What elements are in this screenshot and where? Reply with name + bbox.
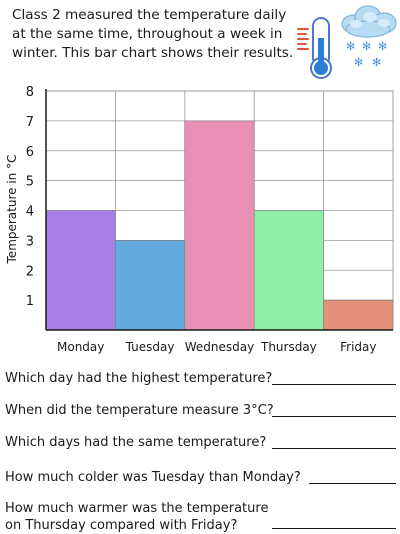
- svg-text:✻: ✻: [372, 56, 381, 69]
- svg-text:✻: ✻: [354, 56, 363, 69]
- thermometer-snow-cloud-icon: ✻ ✻ ✻ ✻ ✻: [296, 2, 398, 82]
- answer-line-1[interactable]: [272, 384, 396, 385]
- x-tick-label: Friday: [340, 340, 376, 354]
- x-tick-label: Thursday: [260, 340, 317, 354]
- y-tick-label: 2: [26, 264, 34, 279]
- svg-text:✻: ✻: [378, 40, 387, 53]
- x-tick-label: Tuesday: [125, 340, 175, 354]
- y-axis-label: Temperature in °C: [5, 155, 19, 265]
- svg-text:✻: ✻: [362, 40, 371, 53]
- intro-text: Class 2 measured the temperature daily a…: [12, 7, 294, 61]
- answer-line-3[interactable]: [272, 448, 396, 449]
- question-2: When did the temperature measure 3°C?: [5, 403, 274, 418]
- bar-friday: [323, 299, 394, 331]
- y-tick-label: 4: [26, 205, 34, 220]
- y-tick-label: 6: [26, 145, 34, 160]
- svg-text:✻: ✻: [346, 40, 355, 53]
- bar-tuesday: [115, 240, 186, 331]
- answer-line-5[interactable]: [272, 528, 396, 529]
- question-4: How much colder was Tuesday than Monday?: [5, 470, 301, 485]
- answer-line-4[interactable]: [309, 483, 396, 484]
- y-tick-label: 1: [26, 294, 34, 309]
- bar-chart: 1 2 3 4 5 6 7 8 Monday Tuesday Wednesday Thursday Fr…: [5, 85, 394, 354]
- bar-thursday: [253, 210, 324, 331]
- y-tick-label: 3: [26, 234, 34, 249]
- answer-line-2[interactable]: [272, 416, 396, 417]
- bar-monday: [45, 210, 116, 331]
- question-1: Which day had the highest temperature?: [5, 371, 273, 386]
- bar-wednesday: [184, 120, 255, 331]
- question-3: Which days had the same temperature?: [5, 435, 267, 450]
- y-tick-label: 7: [26, 115, 34, 130]
- x-tick-label: Wednesday: [185, 340, 254, 354]
- question-5: How much warmer was the temperature on T…: [5, 501, 269, 533]
- y-tick-label: 8: [26, 85, 34, 100]
- y-tick-label: 5: [26, 175, 34, 190]
- x-tick-label: Monday: [57, 340, 104, 354]
